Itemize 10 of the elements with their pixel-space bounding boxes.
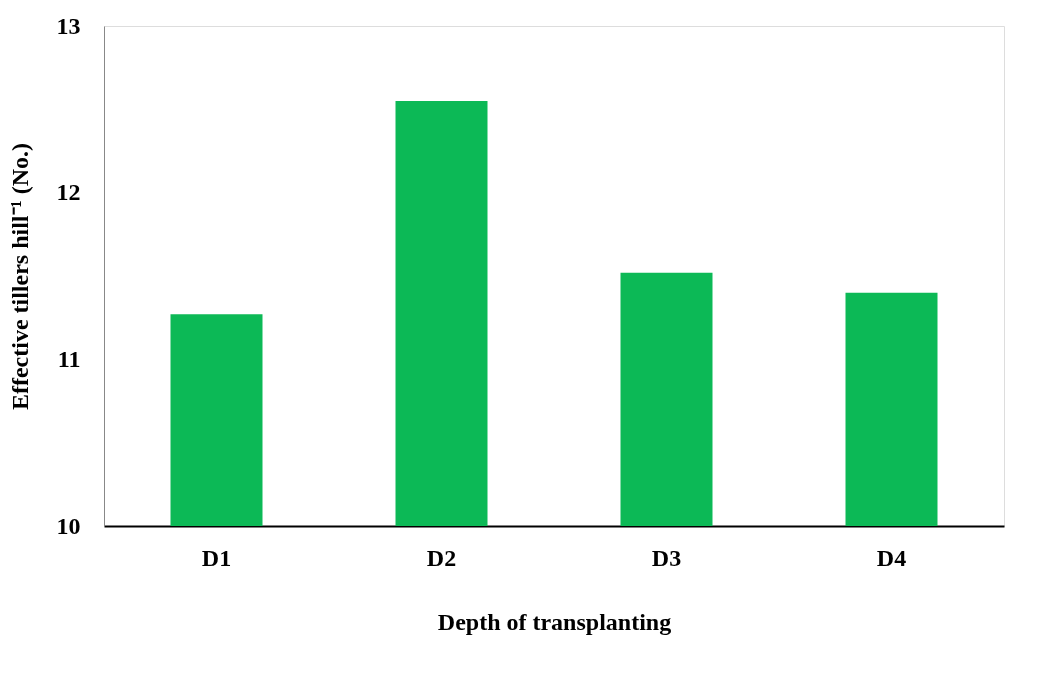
y-tick-label: 13 xyxy=(56,12,81,39)
x-tick-label: D4 xyxy=(876,544,907,571)
x-tick-label: D1 xyxy=(201,544,232,571)
y-tick-label: 11 xyxy=(57,345,81,372)
y-tick-label: 12 xyxy=(56,179,81,206)
x-tick-label: D2 xyxy=(426,544,457,571)
y-axis-title: Effective tillers hill⁻¹ (No.) xyxy=(6,142,33,411)
x-axis-title: Depth of transplanting xyxy=(437,608,672,635)
x-tick-label: D3 xyxy=(651,544,682,571)
y-tick-label: 10 xyxy=(56,512,81,539)
